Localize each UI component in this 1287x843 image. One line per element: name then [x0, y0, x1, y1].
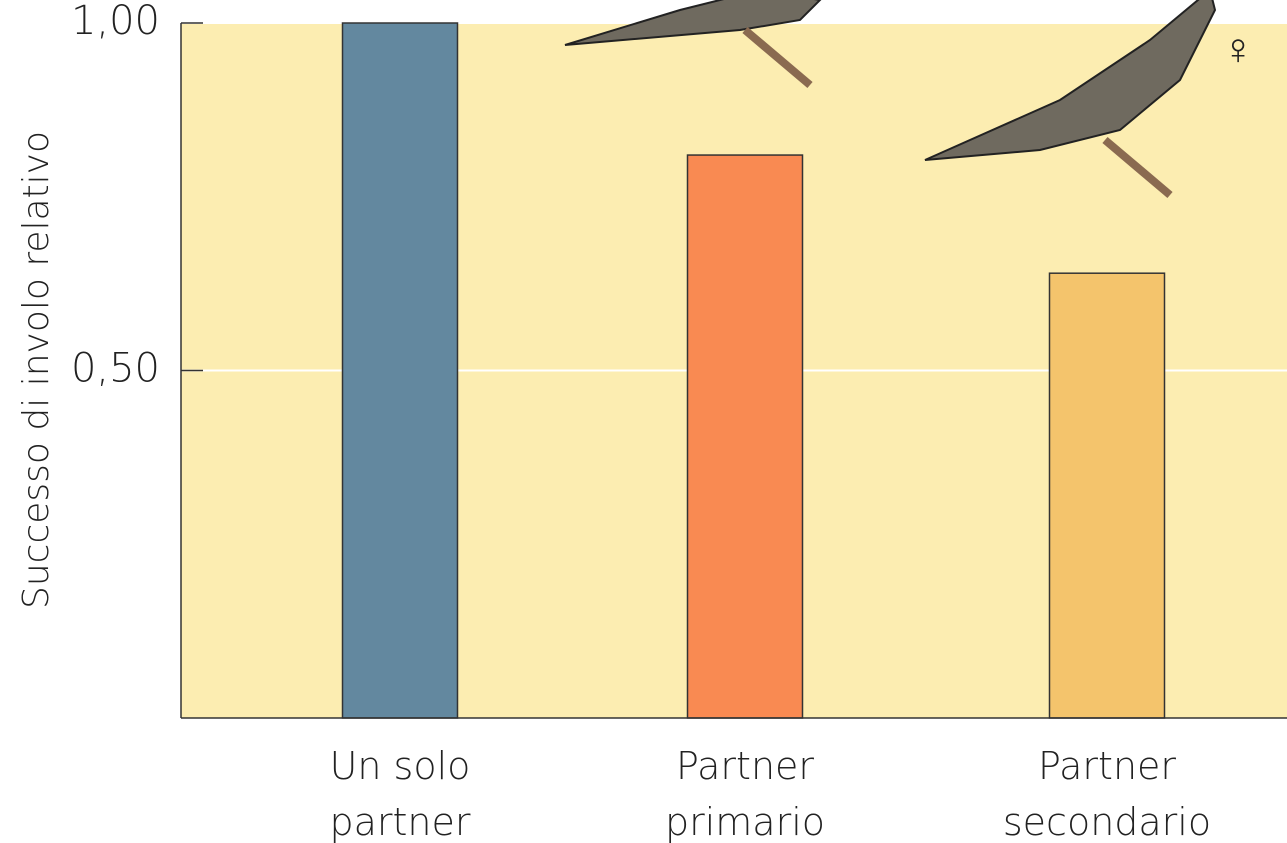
- annotation: ♀: [1222, 24, 1255, 75]
- x-tick-label: Partner primario: [664, 744, 826, 843]
- bar: [341, 22, 459, 719]
- x-tick-label: Partner secondario: [1002, 744, 1212, 843]
- y-tick-label: 1,00: [71, 0, 160, 44]
- bar: [686, 154, 804, 719]
- bird-illustration: [564, 0, 1217, 199]
- y-tick-label: 0,50: [71, 346, 160, 392]
- x-tick-label: Un solo partner: [329, 744, 471, 843]
- bar: [1048, 272, 1166, 719]
- y-axis-label: Successo di involo relativo: [16, 131, 57, 609]
